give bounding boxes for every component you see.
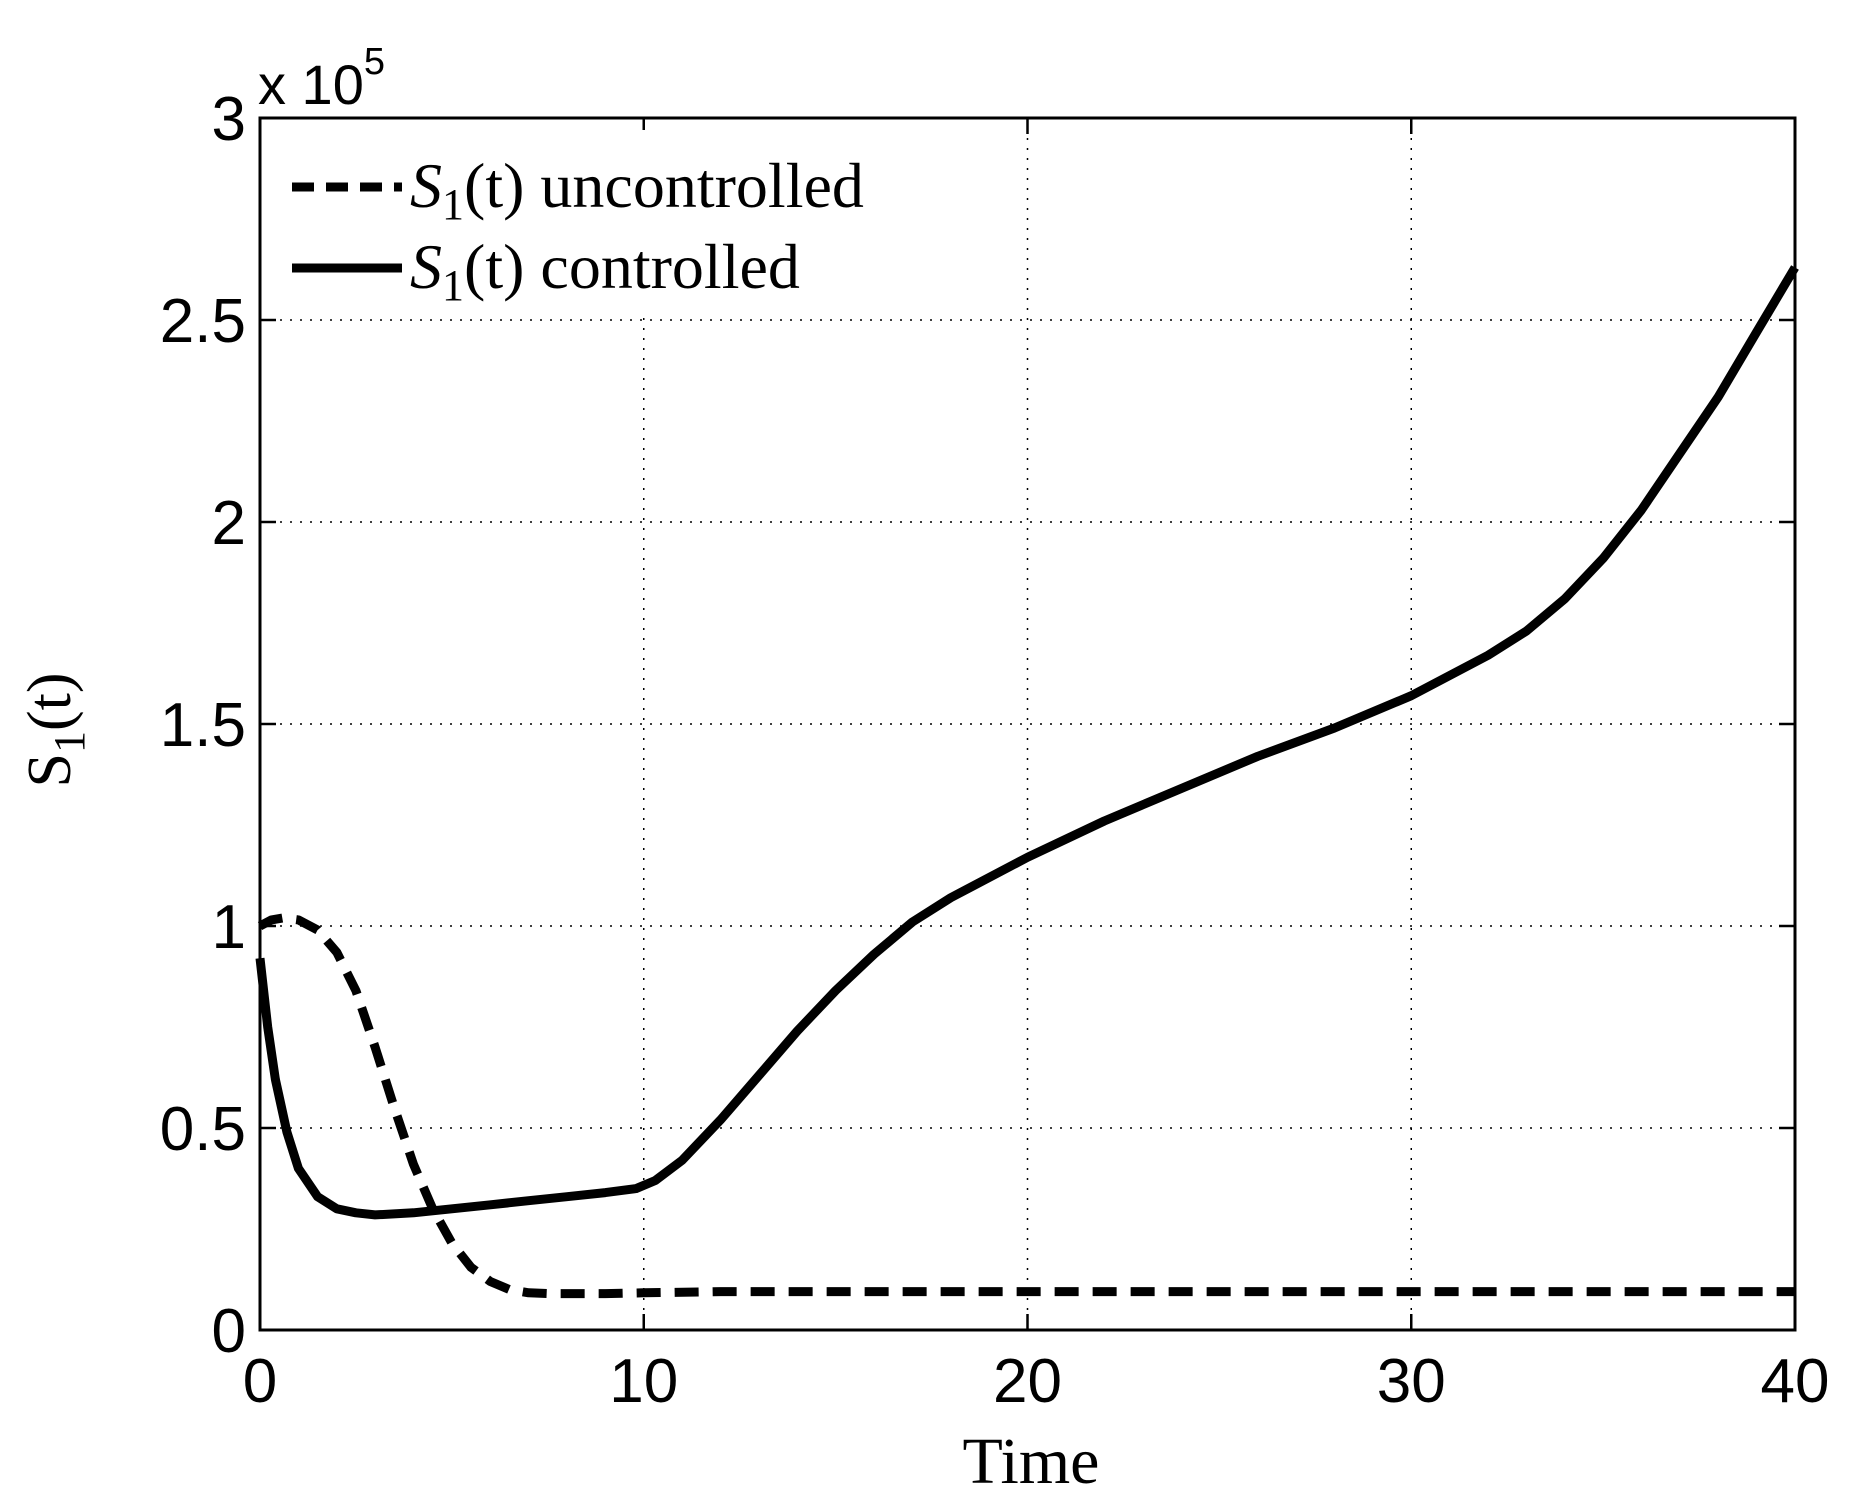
y-tick-label-4: 2 — [212, 489, 246, 558]
legend-uncontrolled-sub: 1 — [442, 180, 464, 229]
series-lines — [255, 265, 1799, 1299]
x-tick-label-2: 20 — [993, 1347, 1062, 1416]
x-tick-label-1: 10 — [609, 1347, 678, 1416]
legend-controlled-base: S — [410, 231, 442, 302]
axis-ticks — [258, 116, 1797, 1332]
legend-uncontrolled-base: S — [410, 150, 442, 221]
y-axis-title-base: S — [16, 753, 84, 787]
y-axis-title: S1(t) — [16, 672, 94, 787]
y-axis-title-rest: (t) — [16, 672, 84, 731]
x-axis-title: Time — [963, 1425, 1100, 1498]
x-tick-label-0: 0 — [243, 1347, 277, 1416]
y-tick-label-6: 3 — [212, 85, 246, 154]
y-axis-scale-label: x 105 — [258, 41, 385, 116]
legend-controlled-rest: (t) controlled — [464, 231, 800, 302]
legend-entry-uncontrolled: S1(t) uncontrolled — [410, 150, 864, 229]
grid-lines — [260, 118, 1795, 1330]
legend-controlled-sub: 1 — [442, 261, 464, 310]
tick-labels: 0 10 20 30 40 0 0.5 1 1.5 2 2.5 3 — [160, 85, 1830, 1416]
y-tick-label-3: 1.5 — [160, 691, 246, 760]
legend-uncontrolled-rest: (t) uncontrolled — [464, 150, 864, 221]
y-tick-label-5: 2.5 — [160, 287, 246, 356]
series-line-uncontrolled — [257, 913, 1795, 1299]
legend-entry-controlled: S1(t) controlled — [410, 231, 800, 310]
x-tick-label-4: 40 — [1761, 1347, 1830, 1416]
legend: S1(t) uncontrolled S1(t) controlled — [270, 130, 1010, 310]
series-line-controlled — [255, 265, 1799, 1220]
y-scale-exponent: 5 — [364, 41, 385, 83]
y-tick-label-0: 0 — [212, 1297, 246, 1366]
legend-background — [270, 130, 1010, 310]
y-tick-label-2: 1 — [212, 893, 246, 962]
y-scale-prefix: x 10 — [258, 53, 364, 116]
y-axis-title-sub: 1 — [45, 731, 94, 753]
x-tick-label-3: 30 — [1377, 1347, 1446, 1416]
y-tick-label-1: 0.5 — [160, 1095, 246, 1164]
